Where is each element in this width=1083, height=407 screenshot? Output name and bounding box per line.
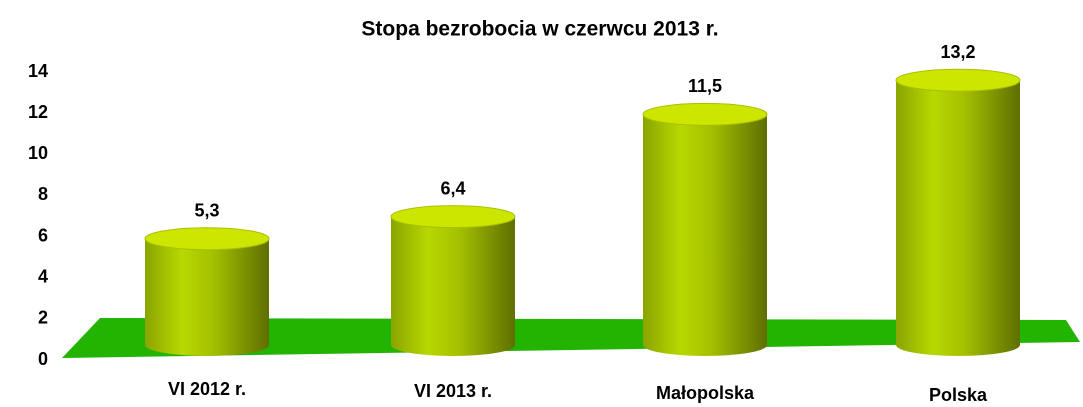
- floor: [62, 318, 1080, 358]
- x-tick-label: Małopolska: [656, 383, 755, 403]
- y-tick-label: 2: [38, 308, 48, 328]
- bar-body: [896, 80, 1020, 356]
- y-tick-label: 14: [28, 61, 48, 81]
- x-tick-label: Polska: [929, 385, 988, 405]
- bar: [895, 68, 1021, 356]
- y-tick-label: 0: [38, 349, 48, 369]
- bar-top: [144, 227, 270, 251]
- value-label: 13,2: [940, 42, 975, 62]
- bar-top: [642, 102, 768, 126]
- y-tick-label: 10: [28, 143, 48, 163]
- value-label: 5,3: [194, 200, 219, 220]
- value-label: 11,5: [688, 76, 722, 96]
- bar: [642, 102, 768, 356]
- bar-top: [895, 68, 1021, 92]
- x-tick-label: VI 2013 r.: [414, 381, 492, 401]
- x-tick-label: VI 2012 r.: [168, 379, 246, 399]
- bar-top: [390, 205, 516, 229]
- y-tick-label: 6: [38, 225, 48, 245]
- y-tick-label: 8: [38, 184, 48, 204]
- bar: [144, 227, 270, 356]
- y-tick-label: 4: [38, 266, 48, 286]
- chart-title: Stopa bezrobocia w czerwcu 2013 r.: [361, 18, 718, 41]
- bar-body: [643, 114, 767, 356]
- bar: [390, 205, 516, 356]
- bar-body: [391, 216, 515, 356]
- bar-body: [145, 238, 269, 356]
- value-label: 6,4: [440, 178, 465, 198]
- y-tick-label: 12: [28, 102, 48, 122]
